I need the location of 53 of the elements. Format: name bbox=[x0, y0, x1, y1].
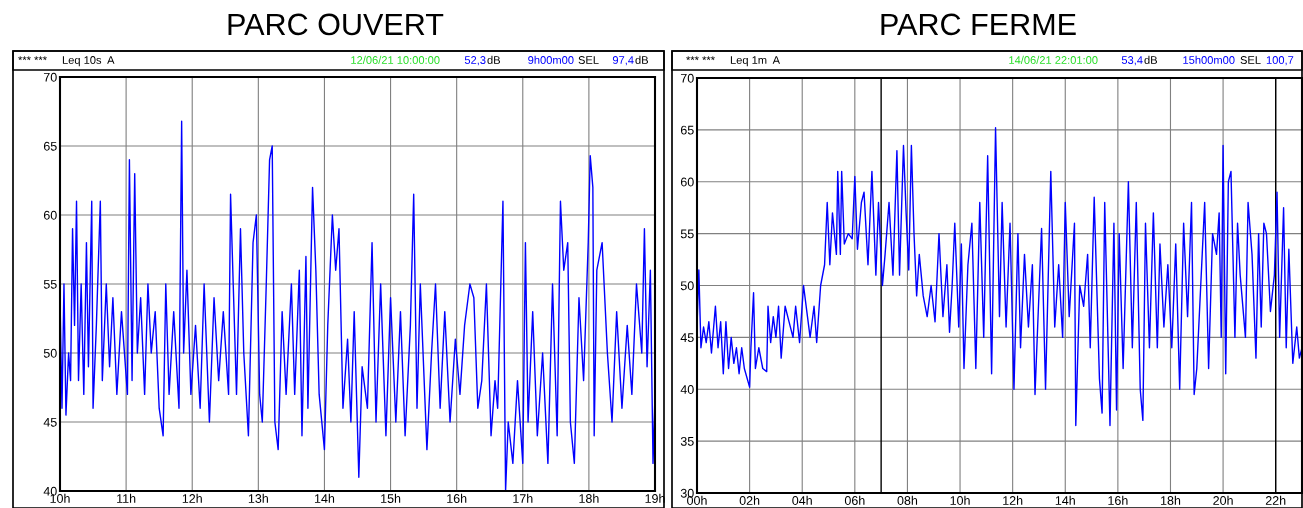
x-tick-label: 16h bbox=[447, 493, 467, 503]
text: SEL bbox=[1240, 56, 1261, 64]
text: 100,7 bbox=[1266, 56, 1294, 66]
x-tick-label: 04h bbox=[792, 495, 812, 505]
x-tick-label: 12h bbox=[1003, 495, 1023, 505]
y-tick-label: 60 bbox=[43, 210, 57, 220]
text: 97,4 bbox=[612, 56, 634, 66]
x-tick-label: 10h bbox=[950, 495, 970, 505]
y-tick-label: 50 bbox=[43, 348, 57, 358]
y-tick-label: 55 bbox=[43, 279, 57, 289]
x-tick-label: 13h bbox=[248, 493, 268, 503]
text: 9h00m00 bbox=[528, 55, 574, 64]
text: 12/06/21 10:00:00 bbox=[351, 55, 440, 64]
y-tick-label: 70 bbox=[680, 73, 694, 83]
y-tick-label: 40 bbox=[680, 385, 694, 394]
y-tick-label: 60 bbox=[680, 177, 694, 187]
text: dB bbox=[1144, 55, 1157, 64]
text: dB bbox=[487, 55, 500, 64]
x-tick-label: 17h bbox=[513, 493, 533, 503]
x-tick-label: 11h bbox=[117, 493, 136, 503]
text: 14/06/21 22:01:00 bbox=[1009, 55, 1098, 64]
y-tick-label: 45 bbox=[680, 333, 694, 343]
text: 53,4 bbox=[1121, 56, 1143, 66]
x-tick-label: 18h bbox=[579, 493, 599, 503]
text: *** *** bbox=[686, 56, 715, 61]
x-tick-label: 16h bbox=[1108, 495, 1128, 505]
text: 15h00m00 bbox=[1183, 55, 1235, 64]
x-tick-label: 02h bbox=[739, 495, 760, 505]
text: SEL bbox=[578, 56, 599, 64]
y-tick-label: 45 bbox=[43, 417, 57, 427]
text: dB bbox=[635, 55, 648, 64]
y-tick-label: 70 bbox=[43, 72, 57, 82]
chart-title: PARC FERME bbox=[881, 13, 1076, 36]
line-series bbox=[697, 127, 1302, 427]
y-tick-label: 50 bbox=[680, 281, 694, 291]
text: *** *** bbox=[18, 56, 47, 61]
x-tick-label: 12h bbox=[182, 493, 202, 503]
x-tick-label: 18h bbox=[1161, 495, 1181, 505]
chart-title: PARC OUVERT bbox=[228, 13, 444, 36]
text: Leq 1m A bbox=[730, 56, 781, 67]
x-tick-label: 14h bbox=[314, 493, 335, 503]
x-tick-label: 06h bbox=[844, 495, 865, 505]
x-tick-label: 20h bbox=[1213, 495, 1233, 505]
x-tick-label: 15h bbox=[381, 493, 401, 503]
x-tick-label: 22h bbox=[1265, 495, 1286, 505]
y-tick-label: 55 bbox=[680, 229, 694, 239]
text: Leq 10s A bbox=[62, 56, 115, 67]
y-tick-label: 35 bbox=[680, 436, 694, 446]
y-tick-label: 65 bbox=[43, 141, 57, 151]
y-tick-label: 65 bbox=[680, 125, 694, 135]
text: 52,3 bbox=[464, 56, 486, 66]
x-tick-label: 08h bbox=[897, 495, 918, 505]
x-tick-label: 14h bbox=[1055, 495, 1075, 505]
